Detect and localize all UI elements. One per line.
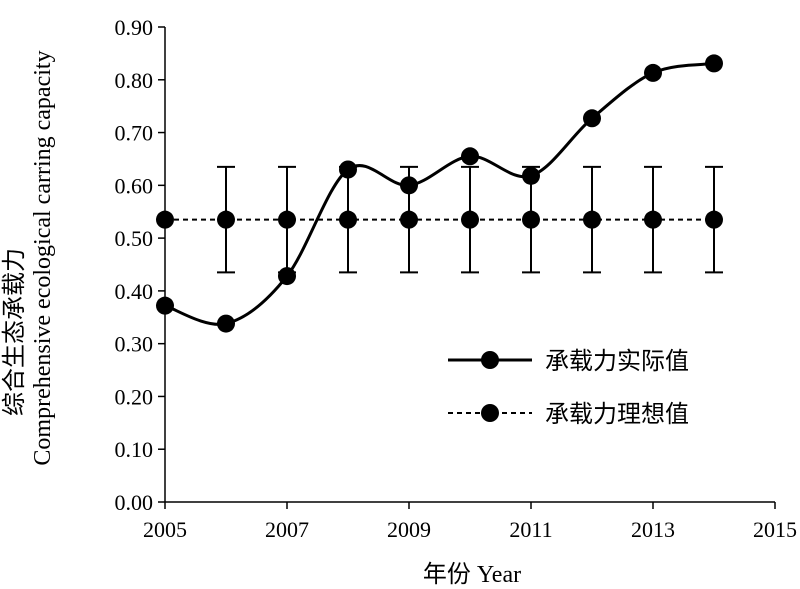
- data-point-actual: [278, 267, 296, 286]
- y-tick-label: 0.20: [115, 384, 154, 409]
- legend-marker-actual: [481, 351, 499, 369]
- x-axis-title: 年份 Year: [423, 561, 521, 588]
- data-point-actual: [583, 109, 601, 128]
- data-point-actual: [217, 314, 235, 333]
- data-point-ideal: [644, 210, 662, 229]
- legend-item-ideal: 承载力理想值: [448, 401, 689, 428]
- y-tick-label: 0.00: [115, 490, 154, 515]
- y-tick-label: 0.80: [115, 68, 154, 93]
- y-axis-title-english-group: Comprehensive ecological carring capacit…: [30, 50, 56, 465]
- legend-marker-ideal: [481, 404, 499, 422]
- data-point-ideal: [156, 210, 174, 229]
- tick-labels: 0.00 0.10 0.20 0.30 0.40 0.50 0.60 0.70 0.80 0.90…: [115, 15, 798, 542]
- data-point-actual: [705, 54, 723, 73]
- y-tick-label: 0.40: [115, 279, 154, 304]
- y-tick-label: 0.90: [115, 15, 154, 40]
- data-point-ideal: [461, 210, 479, 229]
- x-tick-label: 2015: [753, 517, 797, 542]
- data-point-ideal: [278, 210, 296, 229]
- data-point-actual: [339, 160, 357, 179]
- data-point-ideal: [217, 210, 235, 229]
- x-tick-label: 2011: [509, 517, 552, 542]
- data-point-actual: [644, 63, 662, 82]
- legend-label-actual: 承载力实际值: [545, 348, 689, 375]
- series-line-actual: [164, 61, 715, 326]
- x-tick-label: 2009: [387, 517, 431, 542]
- data-point-ideal: [705, 210, 723, 229]
- y-axis-title-english: Comprehensive ecological carring capacit…: [30, 50, 56, 465]
- x-tick-label: 2013: [631, 517, 675, 542]
- data-point-actual: [522, 166, 540, 185]
- data-point-actual: [400, 176, 418, 195]
- y-tick-label: 0.70: [115, 121, 154, 146]
- data-point-ideal: [400, 210, 418, 229]
- data-markers: [156, 54, 723, 333]
- legend-item-actual: 承载力实际值: [448, 348, 689, 375]
- y-tick-label: 0.60: [115, 173, 154, 198]
- data-point-ideal: [522, 210, 540, 229]
- y-tick-label: 0.30: [115, 332, 154, 357]
- y-axis-title: 综合生态承载力: [1, 248, 28, 416]
- data-point-ideal: [339, 210, 357, 229]
- data-point-ideal: [583, 210, 601, 229]
- data-point-actual: [461, 147, 479, 166]
- legend: 承载力实际值 承载力理想值: [448, 348, 689, 428]
- x-tick-label: 2005: [143, 517, 187, 542]
- y-tick-label: 0.50: [115, 226, 154, 251]
- x-tick-label: 2007: [265, 517, 309, 542]
- data-point-actual: [156, 296, 174, 315]
- legend-label-ideal: 承载力理想值: [545, 401, 689, 428]
- series-lines: [164, 61, 715, 326]
- y-tick-label: 0.10: [115, 437, 154, 462]
- y-axis-title-chinese: 综合生态承载力: [1, 248, 28, 416]
- axes: [158, 26, 776, 509]
